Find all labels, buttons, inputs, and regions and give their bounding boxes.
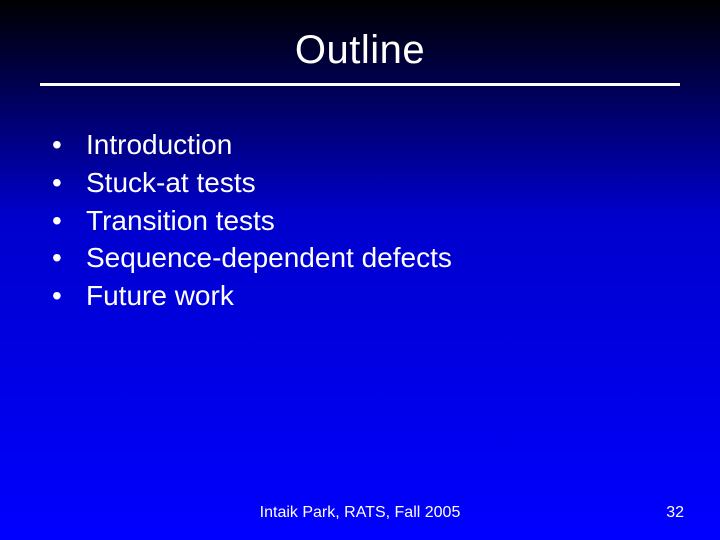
list-item: • Stuck-at tests: [50, 164, 720, 202]
bullet-text: Introduction: [86, 126, 232, 164]
bullet-icon: •: [50, 202, 86, 240]
footer-center-text: Intaik Park, RATS, Fall 2005: [260, 504, 461, 522]
slide-title: Outline: [0, 0, 720, 83]
bullet-list: • Introduction • Stuck-at tests • Transi…: [50, 126, 720, 315]
slide: Outline • Introduction • Stuck-at tests …: [0, 0, 720, 540]
bullet-text: Stuck-at tests: [86, 164, 256, 202]
page-number: 32: [666, 504, 684, 522]
bullet-text: Sequence-dependent defects: [86, 239, 452, 277]
bullet-icon: •: [50, 126, 86, 164]
bullet-icon: •: [50, 239, 86, 277]
slide-content: • Introduction • Stuck-at tests • Transi…: [0, 86, 720, 315]
bullet-icon: •: [50, 164, 86, 202]
list-item: • Transition tests: [50, 202, 720, 240]
list-item: • Sequence-dependent defects: [50, 239, 720, 277]
bullet-text: Future work: [86, 277, 234, 315]
bullet-icon: •: [50, 277, 86, 315]
list-item: • Introduction: [50, 126, 720, 164]
bullet-text: Transition tests: [86, 202, 275, 240]
list-item: • Future work: [50, 277, 720, 315]
